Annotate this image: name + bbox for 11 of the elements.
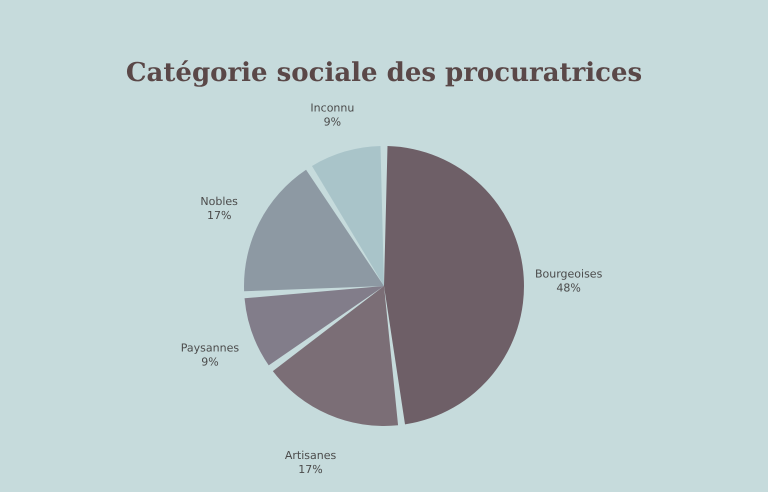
data-label: 9% [201, 356, 219, 369]
data-label: 48% [556, 281, 581, 294]
slice-label: Inconnu [310, 101, 354, 114]
data-label: 17% [298, 462, 323, 476]
slice-label: Artisanes [284, 448, 336, 462]
data-label: 17% [206, 209, 232, 222]
slice-label: Bourgeoises [534, 267, 603, 280]
data-label: 9% [324, 115, 342, 128]
chart-title: Catégorie sociale des procuratrices [126, 58, 642, 88]
slice-label: Nobles [200, 195, 238, 208]
slice-label: Paysannes [180, 342, 240, 355]
